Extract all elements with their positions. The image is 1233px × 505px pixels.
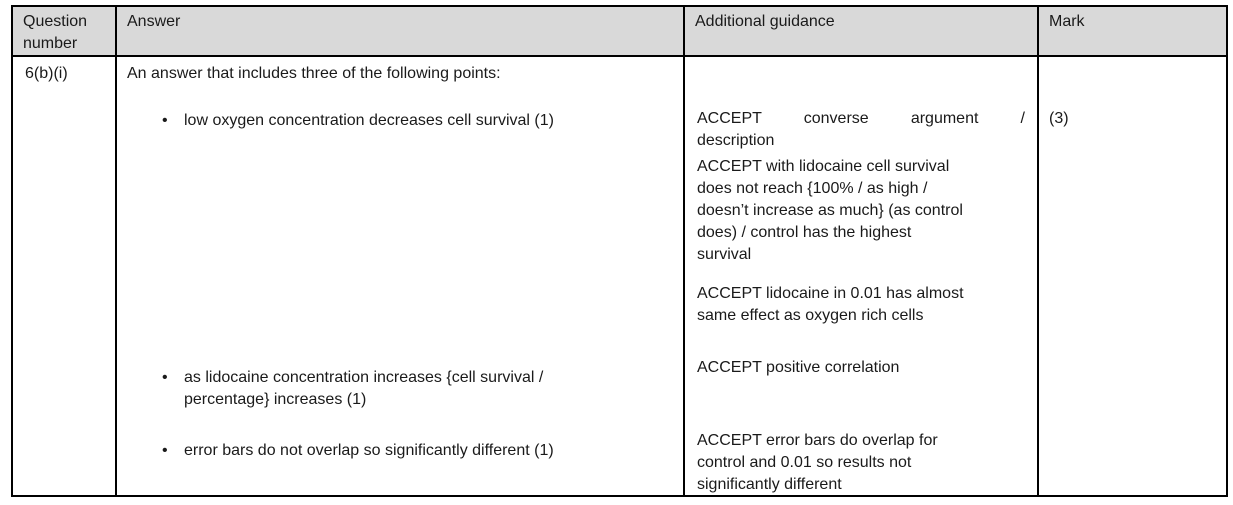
question-number: 6(b)(i) [25,65,68,82]
answer-bullet-1-text: low oxygen concentration decreases cell … [184,112,554,129]
header-additional-guidance: Additional guidance [683,5,1039,57]
guidance-paragraph-1: ACCEPT converse argument / description [697,110,1025,149]
cell-answer: An answer that includes three of the fol… [115,55,685,497]
cell-mark: (3) [1037,55,1228,497]
answer-bullet-2: • as lidocaine concentration increases {… [162,367,675,411]
bullet-icon: • [162,112,168,129]
answer-intro: An answer that includes three of the fol… [127,65,501,82]
table-header-row: Question number Answer Additional guidan… [11,5,1228,57]
cell-additional-guidance: ACCEPT converse argument / description AC… [683,55,1039,497]
answer-bullet-3-text: error bars do not overlap so significant… [184,442,554,459]
guidance-paragraph-5: ACCEPT error bars do overlap for control … [697,432,938,493]
answer-bullet-1: • low oxygen concentration decreases cel… [162,110,675,132]
answer-bullet-2-text: as lidocaine concentration increases {ce… [184,369,544,408]
mark-value: (3) [1049,110,1069,127]
header-answer: Answer [115,5,685,57]
cell-question-number: 6(b)(i) [11,55,117,497]
guidance-paragraph-4: ACCEPT positive correlation [697,359,900,376]
bullet-icon: • [162,442,168,459]
mark-scheme-table: Question number Answer Additional guidan… [11,5,1228,497]
guidance-paragraph-2: ACCEPT with lidocaine cell survival does … [697,158,963,263]
answer-bullet-3: • error bars do not overlap so significa… [162,440,675,462]
guidance-paragraph-3: ACCEPT lidocaine in 0.01 has almost same … [697,285,964,324]
bullet-icon: • [162,369,168,386]
table-row: 6(b)(i) An answer that includes three of… [11,55,1228,497]
header-question-number: Question number [11,5,117,57]
header-mark: Mark [1037,5,1228,57]
